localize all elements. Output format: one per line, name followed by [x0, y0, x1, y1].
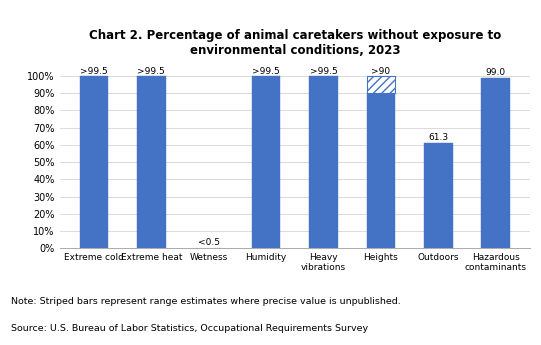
- Text: >99.5: >99.5: [80, 67, 108, 76]
- Bar: [481, 78, 510, 248]
- Text: Source: U.S. Bureau of Labor Statistics, Occupational Requirements Survey: Source: U.S. Bureau of Labor Statistics,…: [11, 324, 368, 333]
- Text: >90: >90: [371, 67, 391, 76]
- Bar: [80, 76, 108, 248]
- Bar: [367, 93, 395, 248]
- Text: 61.3: 61.3: [428, 133, 448, 142]
- Text: 99.0: 99.0: [486, 68, 506, 77]
- Text: >99.5: >99.5: [252, 67, 280, 76]
- Text: Note: Striped bars represent range estimates where precise value is unpublished.: Note: Striped bars represent range estim…: [11, 297, 400, 306]
- Bar: [424, 143, 453, 248]
- Title: Chart 2. Percentage of animal caretakers without exposure to
environmental condi: Chart 2. Percentage of animal caretakers…: [89, 29, 501, 57]
- Text: <0.5: <0.5: [198, 238, 220, 247]
- Bar: [137, 76, 166, 248]
- Bar: [309, 76, 338, 248]
- Bar: [252, 76, 280, 248]
- Text: >99.5: >99.5: [137, 67, 165, 76]
- Bar: [367, 76, 395, 93]
- Text: >99.5: >99.5: [309, 67, 338, 76]
